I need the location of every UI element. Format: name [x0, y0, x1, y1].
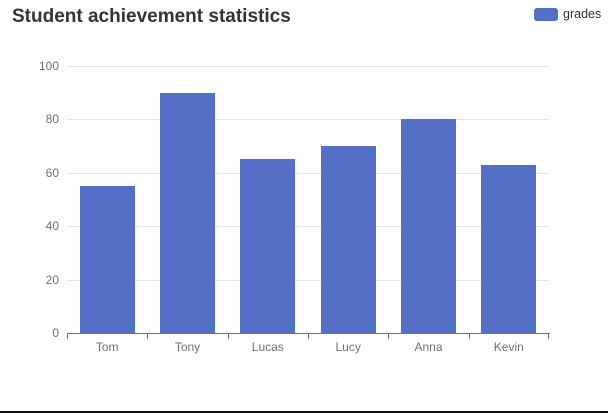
- x-tick-label-lucy: Lucy: [335, 340, 361, 354]
- gridline: [67, 66, 549, 67]
- bar-tom[interactable]: [79, 186, 135, 333]
- y-tick-label: 60: [45, 165, 59, 180]
- gridline: [67, 172, 549, 174]
- x-axis-tick: [67, 334, 68, 339]
- legend-label: grades: [563, 7, 602, 21]
- x-axis-tick: [388, 334, 389, 339]
- gridline: [67, 279, 549, 281]
- y-tick-label: 20: [45, 272, 59, 287]
- x-axis-tick: [308, 334, 309, 339]
- x-axis-tick: [548, 334, 549, 339]
- bar-anna[interactable]: [401, 119, 456, 333]
- x-axis-tick: [147, 334, 148, 339]
- x-axis-tick: [469, 334, 470, 339]
- y-tick-label: 80: [45, 112, 59, 127]
- bar-lucas[interactable]: [240, 159, 296, 333]
- gridline: [67, 119, 549, 121]
- gridline: [67, 226, 549, 228]
- x-tick-label-tom: Tom: [95, 340, 119, 354]
- window-bottom-border: [0, 411, 608, 413]
- bar-lucy[interactable]: [320, 146, 376, 333]
- bar-tony[interactable]: [160, 93, 215, 333]
- y-tick-label: 100: [38, 59, 59, 73]
- x-tick-label-kevin: Kevin: [493, 340, 524, 354]
- x-tick-label-lucas: Lucas: [251, 340, 284, 354]
- plot-area: [67, 66, 550, 339]
- bar-kevin[interactable]: [481, 165, 537, 333]
- legend-swatch-icon: [534, 7, 558, 21]
- y-tick-label: 0: [52, 326, 59, 340]
- x-axis-line: [67, 333, 550, 334]
- legend-item-grades[interactable]: grades: [534, 7, 601, 21]
- y-tick-label: 40: [45, 219, 59, 234]
- x-tick-label-tony: Tony: [174, 340, 201, 354]
- x-axis-tick: [228, 334, 229, 339]
- x-tick-label-anna: Anna: [414, 340, 443, 354]
- chart-title: Student achievement statistics: [12, 6, 291, 27]
